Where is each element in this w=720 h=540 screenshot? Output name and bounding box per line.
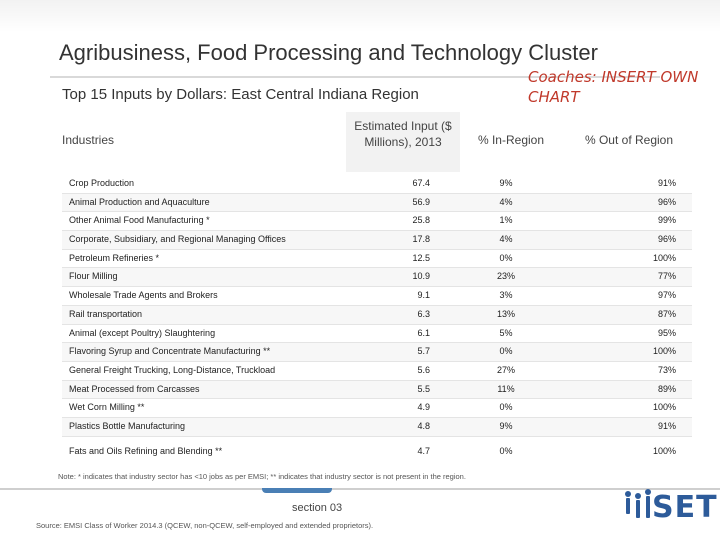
in-region-pct: 23% xyxy=(496,271,515,282)
table-row: Animal (except Poultry) Slaughtering 6.1 5… xyxy=(62,325,692,344)
industry-name: Flour Milling xyxy=(69,271,118,282)
industry-name: Animal Production and Aquaculture xyxy=(69,196,210,207)
in-region-pct: 3% xyxy=(499,290,513,301)
section-tab xyxy=(262,488,332,493)
out-region-pct: 87% xyxy=(657,308,676,319)
in-region-pct: 9% xyxy=(499,420,513,431)
table-note: Note: * indicates that industry sector h… xyxy=(58,472,466,481)
out-region-pct: 100% xyxy=(652,402,676,413)
input-header-shade xyxy=(346,112,460,172)
slide-title: Agribusiness, Food Processing and Techno… xyxy=(59,40,598,65)
table-row: Crop Production 67.4 9% 91% xyxy=(62,175,692,194)
in-region-pct: 11% xyxy=(497,383,515,394)
input-value: 25.8 xyxy=(412,215,430,226)
out-region-pct: 77% xyxy=(657,271,676,282)
table-row: Wholesale Trade Agents and Brokers 9.1 3% 9… xyxy=(62,287,692,306)
table-row: Fats and Oils Refining and Blending ** 4.… xyxy=(62,437,692,467)
table-row: Rail transportation 6.3 13% 87% xyxy=(62,305,692,325)
out-region-pct: 73% xyxy=(657,364,676,375)
table-row: Petroleum Refineries * 12.5 0% 100% xyxy=(62,250,692,269)
out-region-pct: 91% xyxy=(657,178,676,188)
table-row: Plastics Bottle Manufacturing 4.8 9% 91% xyxy=(62,417,692,437)
top-band xyxy=(0,0,720,32)
input-value: 56.9 xyxy=(412,196,430,207)
out-region-pct: 96% xyxy=(657,196,676,207)
in-region-pct: 5% xyxy=(499,327,513,338)
table-row: Flavoring Syrup and Concentrate Manufact… xyxy=(62,343,692,362)
in-region-pct: 9% xyxy=(499,178,513,188)
industry-name: Corporate, Subsidiary, and Regional Mana… xyxy=(69,234,286,245)
out-region-pct: 100% xyxy=(652,445,676,456)
out-region-pct: 91% xyxy=(657,420,676,431)
out-region-pct: 99% xyxy=(657,215,676,226)
in-region-pct: 0% xyxy=(499,445,513,456)
table-row: Wet Corn Milling ** 4.9 0% 100% xyxy=(62,399,692,418)
in-region-pct: 27% xyxy=(496,364,515,375)
industry-name: Animal (except Poultry) Slaughtering xyxy=(69,327,216,338)
industry-name: Petroleum Refineries * xyxy=(69,252,160,263)
title-divider xyxy=(50,76,660,78)
in-region-pct: 4% xyxy=(499,196,513,207)
in-region-pct: 1% xyxy=(499,215,513,226)
industry-name: Fats and Oils Refining and Blending ** xyxy=(69,445,223,456)
input-value: 5.7 xyxy=(417,346,430,357)
input-value: 4.7 xyxy=(417,445,430,456)
out-region-pct: 97% xyxy=(657,290,676,301)
out-region-pct: 95% xyxy=(657,327,676,338)
industry-name: Flavoring Syrup and Concentrate Manufact… xyxy=(69,346,271,357)
industry-name: Meat Processed from Carcasses xyxy=(69,383,200,394)
header-industries: Industries xyxy=(62,133,115,147)
industry-name: General Freight Trucking, Long-Distance,… xyxy=(69,364,276,375)
out-region-pct: 100% xyxy=(652,252,676,263)
industry-name: Rail transportation xyxy=(69,308,143,319)
industry-name: Plastics Bottle Manufacturing xyxy=(69,420,186,431)
out-region-pct: 100% xyxy=(652,346,676,357)
input-value: 9.1 xyxy=(417,290,430,301)
industry-name: Crop Production xyxy=(69,178,135,188)
input-value: 6.3 xyxy=(417,308,430,319)
header-in-region: % In-Region xyxy=(477,133,545,147)
header-out-of-region: % Out of Region xyxy=(584,133,674,147)
in-region-pct: 0% xyxy=(499,252,513,263)
table-row: Flour Milling 10.9 23% 77% xyxy=(62,268,692,288)
input-value: 5.5 xyxy=(417,383,430,394)
coaches-note: Coaches: INSERT OWN CHART xyxy=(528,68,699,106)
input-value: 4.9 xyxy=(417,402,430,413)
table-row: Animal Production and Aquaculture 56.9 4% 9… xyxy=(62,193,692,213)
out-region-pct: 89% xyxy=(657,383,676,394)
industry-name: Wholesale Trade Agents and Brokers xyxy=(69,290,218,301)
header-estimated-input: Estimated Input ($ Millions), 2013 xyxy=(354,119,452,149)
source-note: Source: EMSI Class of Worker 2014.3 (QCE… xyxy=(36,521,374,530)
table-row: Corporate, Subsidiary, and Regional Mana… xyxy=(62,231,692,250)
footer-divider xyxy=(0,488,720,490)
industry-name: Other Animal Food Manufacturing * xyxy=(69,215,210,226)
input-value: 4.8 xyxy=(417,420,430,431)
inputs-table: Crop Production 67.4 9% 91% Animal Productio… xyxy=(62,175,692,467)
table-row: Other Animal Food Manufacturing * 25.8 1% 9… xyxy=(62,212,692,232)
in-region-pct: 0% xyxy=(499,402,513,413)
table-row: General Freight Trucking, Long-Distance,… xyxy=(62,362,692,381)
slide-subtitle: Top 15 Inputs by Dollars: East Central I… xyxy=(62,86,419,103)
in-region-pct: 4% xyxy=(499,234,513,245)
input-value: 17.8 xyxy=(412,234,430,245)
section-label: section 03 xyxy=(292,502,343,514)
input-value: 5.6 xyxy=(417,364,430,375)
set-logo-text: SET xyxy=(652,490,718,525)
people-icon xyxy=(625,489,651,518)
input-value: 12.5 xyxy=(412,252,430,263)
set-logo xyxy=(625,489,651,518)
table-row: Meat Processed from Carcasses 5.5 11% 89% xyxy=(62,380,692,400)
input-value: 6.1 xyxy=(417,327,430,338)
in-region-pct: 13% xyxy=(496,308,515,319)
input-value: 67.4 xyxy=(412,178,430,188)
in-region-pct: 0% xyxy=(499,346,513,357)
out-region-pct: 96% xyxy=(657,234,676,245)
input-value: 10.9 xyxy=(412,271,430,282)
industry-name: Wet Corn Milling ** xyxy=(69,402,145,413)
